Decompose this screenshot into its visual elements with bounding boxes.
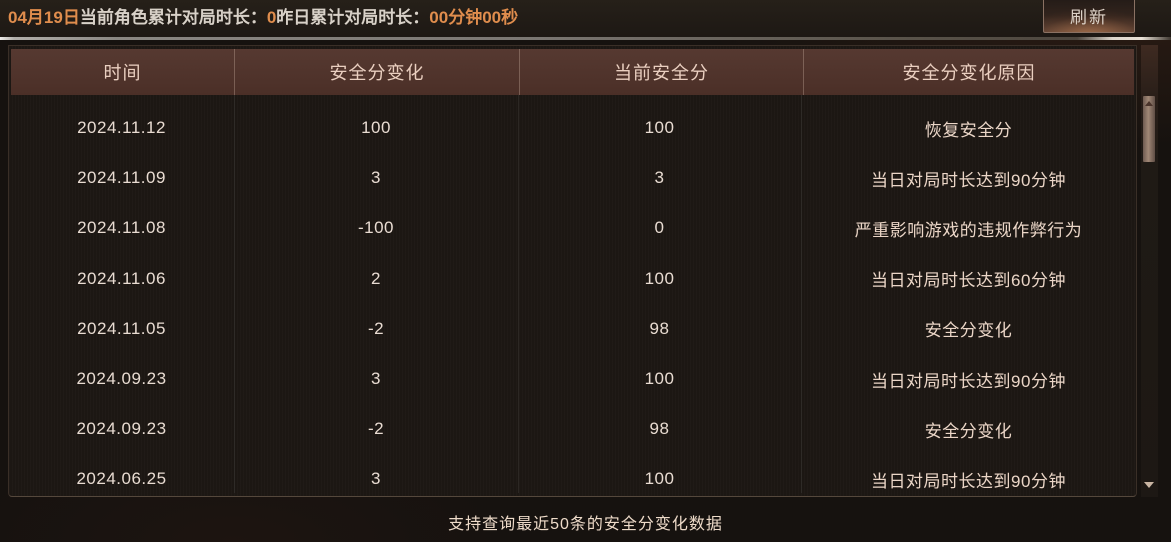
summary-date: 04月19日 <box>8 8 80 27</box>
column-header-reason: 安全分变化原因 <box>902 63 1036 83</box>
today-playtime-label: 当前角色累计对局时长： <box>79 8 267 27</box>
security-score-table: 时间 安全分变化 当前安全分 安全分变化原因 2024.11.12 100 10… <box>8 45 1137 497</box>
table-row: 2024.09.23 -2 98 安全分变化 <box>9 404 1136 454</box>
table-body: 2024.11.12 100 100 恢复安全分 2024.11.09 3 3 … <box>9 103 1136 496</box>
table-row: 2024.11.06 2 100 当日对局时长达到60分钟 <box>9 254 1136 304</box>
cell-reason: 严重影响游戏的违规作弊行为 <box>854 220 1083 240</box>
cell-date: 2024.11.12 <box>77 118 166 138</box>
table-row: 2024.09.23 3 100 当日对局时长达到90分钟 <box>9 354 1136 404</box>
yesterday-playtime-label: 昨日累计对局时长： <box>276 8 430 27</box>
scroll-up-icon <box>1145 101 1153 106</box>
cell-change: 2 <box>371 268 381 288</box>
table-row: 2024.11.12 100 100 恢复安全分 <box>9 103 1136 153</box>
cell-score: 0 <box>654 218 665 238</box>
table-header-row: 时间 安全分变化 当前安全分 安全分变化原因 <box>11 49 1134 95</box>
yesterday-playtime-value: 00分钟00秒 <box>429 8 519 27</box>
cell-change: 3 <box>371 369 381 389</box>
cell-score: 100 <box>644 268 675 288</box>
column-header-time: 时间 <box>11 49 235 95</box>
cell-date: 2024.11.05 <box>77 318 166 338</box>
footer-note: 支持查询最近50条的安全分变化数据 <box>448 516 723 533</box>
cell-reason: 当日对局时长达到90分钟 <box>871 471 1066 491</box>
topbar-divider <box>0 37 1171 40</box>
cell-change: -2 <box>367 419 385 439</box>
cell-score: 100 <box>644 469 675 489</box>
cell-score: 100 <box>644 118 675 138</box>
scrollbar-thumb[interactable] <box>1143 96 1155 162</box>
column-divider <box>234 95 235 493</box>
table-row: 2024.11.08 -100 0 严重影响游戏的违规作弊行为 <box>9 203 1136 253</box>
top-status-bar: 04月19日当前角色累计对局时长：0昨日累计对局时长：00分钟00秒 刷新 <box>0 0 1171 37</box>
cell-date: 2024.11.09 <box>77 168 166 188</box>
today-playtime-value: 0 <box>266 8 277 27</box>
cell-reason: 恢复安全分 <box>924 120 1013 140</box>
column-header-score: 当前安全分 <box>520 49 804 95</box>
table-row: 2024.06.25 3 100 当日对局时长达到90分钟 <box>9 454 1136 496</box>
cell-change: -100 <box>357 218 395 238</box>
scroll-down-icon[interactable] <box>1144 482 1154 488</box>
cell-date: 2024.09.23 <box>76 369 167 389</box>
cell-change: -2 <box>367 318 385 338</box>
cell-score: 100 <box>644 369 675 389</box>
cell-date: 2024.09.23 <box>76 419 167 439</box>
cell-date: 2024.11.08 <box>77 218 166 238</box>
column-divider <box>801 95 802 493</box>
cell-date: 2024.06.25 <box>76 469 167 489</box>
cell-change: 3 <box>371 469 381 489</box>
cell-reason: 当日对局时长达到60分钟 <box>871 271 1066 291</box>
cell-reason: 当日对局时长达到90分钟 <box>871 170 1066 190</box>
playtime-summary: 04月19日当前角色累计对局时长：0昨日累计对局时长：00分钟00秒 <box>8 5 518 31</box>
refresh-button[interactable]: 刷新 <box>1043 0 1135 33</box>
column-header-change: 安全分变化 <box>235 49 520 95</box>
column-divider <box>518 95 519 493</box>
cell-score: 3 <box>654 168 665 188</box>
cell-date: 2024.11.06 <box>77 268 166 288</box>
table-row: 2024.11.09 3 3 当日对局时长达到90分钟 <box>9 153 1136 203</box>
scrollbar[interactable] <box>1141 45 1158 497</box>
cell-score: 98 <box>649 419 670 439</box>
cell-change: 100 <box>361 118 391 138</box>
cell-change: 3 <box>371 168 381 188</box>
cell-reason: 安全分变化 <box>924 321 1013 341</box>
cell-reason: 当日对局时长达到90分钟 <box>871 371 1066 391</box>
cell-reason: 安全分变化 <box>924 421 1013 441</box>
table-row: 2024.11.05 -2 98 安全分变化 <box>9 304 1136 354</box>
cell-score: 98 <box>649 318 670 338</box>
